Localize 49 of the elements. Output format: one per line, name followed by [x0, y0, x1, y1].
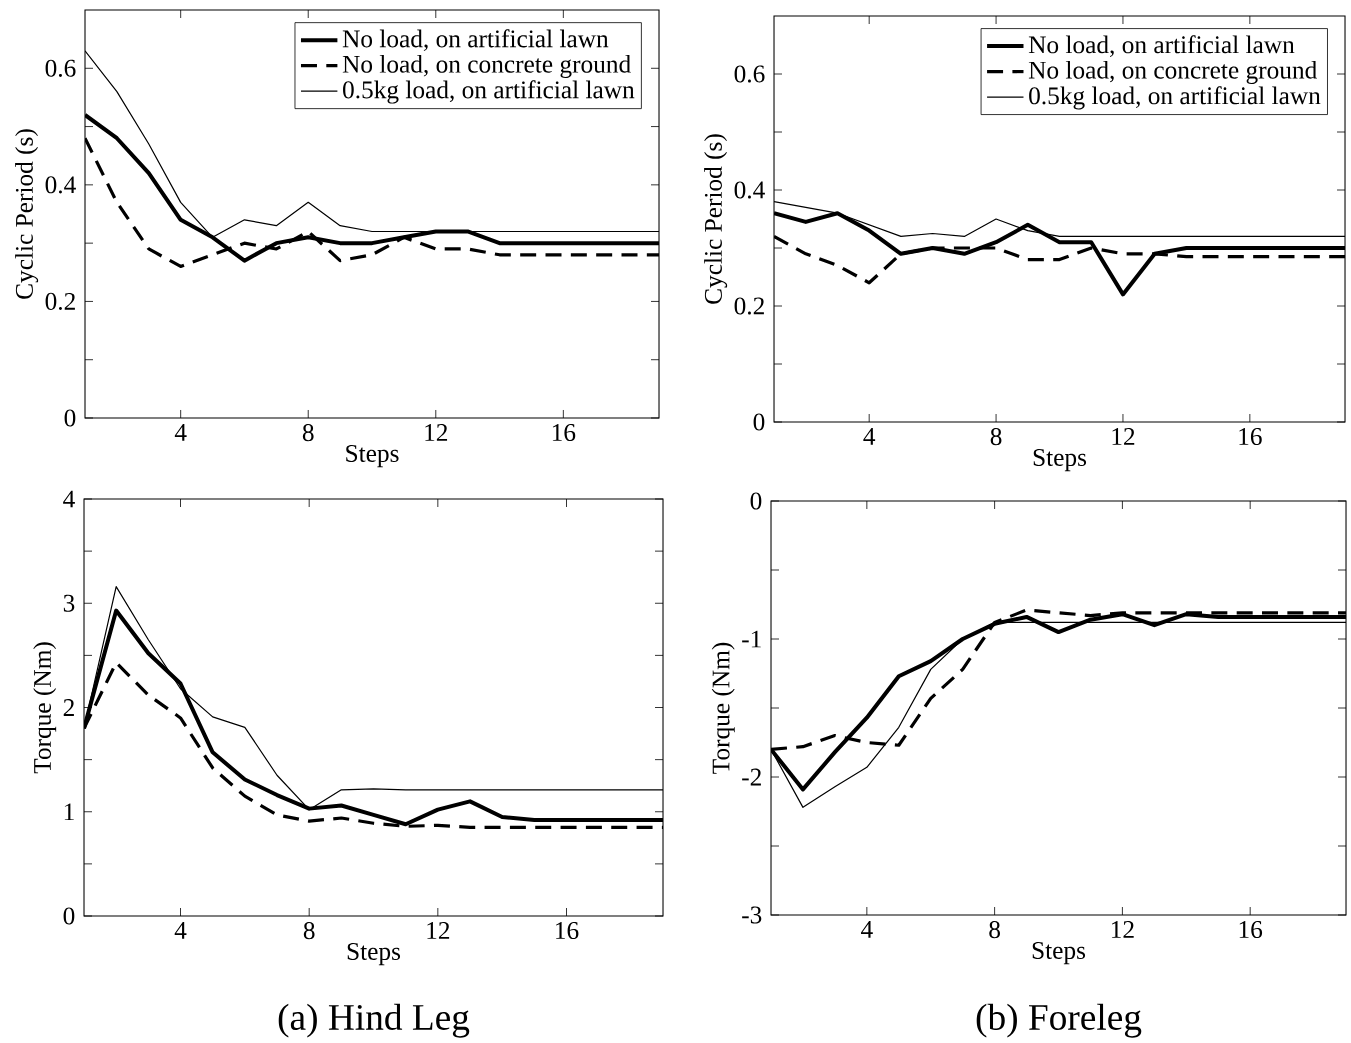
x-axis-title: Steps	[347, 942, 401, 966]
x-tick-label: 4	[174, 922, 187, 939]
x-tick-label: 8	[990, 428, 1002, 446]
x-tick-label: 16	[1239, 428, 1262, 446]
y-tick-label: -2	[742, 768, 761, 786]
y-tick-label: 0.6	[734, 65, 765, 83]
y-tick-label: 0	[750, 492, 762, 510]
y-tick-label: 2	[63, 699, 74, 716]
y-tick-label: 3	[63, 594, 75, 612]
x-tick-label: 4	[863, 428, 876, 445]
y-tick-label: 1	[64, 803, 74, 821]
y-tick-label: 0	[64, 409, 76, 427]
legend-label: No load, on concrete ground	[342, 54, 631, 78]
legend-label: 0.5kg load, on artificial lawn	[343, 80, 635, 104]
x-tick-label: 4	[861, 921, 873, 938]
x-axis-title: Steps	[346, 444, 399, 468]
y-tick-label: 0.4	[734, 181, 765, 199]
y-axis-title: Cyclic Period (s)	[15, 129, 39, 299]
y-axis-title: Torque (Nm)	[33, 642, 57, 774]
x-tick-label: 8	[989, 921, 1000, 939]
legend-label: No load, on artificial lawn	[342, 29, 609, 52]
x-tick-label: 16	[556, 922, 579, 940]
x-tick-label: 12	[1111, 921, 1134, 938]
x-tick-label: 4	[174, 424, 187, 441]
x-axis-title: Steps	[1032, 941, 1086, 965]
y-tick-label: 0	[753, 413, 765, 431]
y-tick-label: 0.2	[45, 292, 75, 311]
y-tick-label: 0	[63, 907, 75, 925]
x-tick-label: 8	[302, 424, 314, 442]
y-tick-label: 4	[63, 490, 75, 508]
legend-label: 0.5kg load, on artificial lawn	[1029, 86, 1321, 110]
y-tick-label: -1	[742, 630, 761, 648]
x-tick-label: 12	[427, 922, 450, 939]
y-axis-title: Cyclic Period (s)	[704, 134, 728, 304]
text: (a) Hind Leg	[278, 1003, 470, 1038]
x-tick-label: 8	[303, 922, 315, 940]
y-tick-label: 0.2	[734, 297, 764, 315]
y-tick-label: 0.4	[45, 176, 76, 194]
x-tick-label: 12	[1112, 428, 1135, 445]
x-tick-label: 16	[552, 424, 576, 442]
x-tick-label: 16	[1239, 921, 1263, 939]
y-tick-label: 0.6	[45, 59, 76, 77]
x-tick-label: 12	[425, 424, 448, 441]
y-axis-title: Torque (Nm)	[711, 642, 735, 774]
y-tick-label: -3	[742, 906, 762, 924]
legend-label: No load, on artificial lawn	[1028, 35, 1295, 57]
text: (b) Foreleg	[976, 1003, 1142, 1038]
x-axis-title: Steps	[1033, 448, 1087, 472]
legend-label: No load, on concrete ground	[1028, 60, 1317, 84]
